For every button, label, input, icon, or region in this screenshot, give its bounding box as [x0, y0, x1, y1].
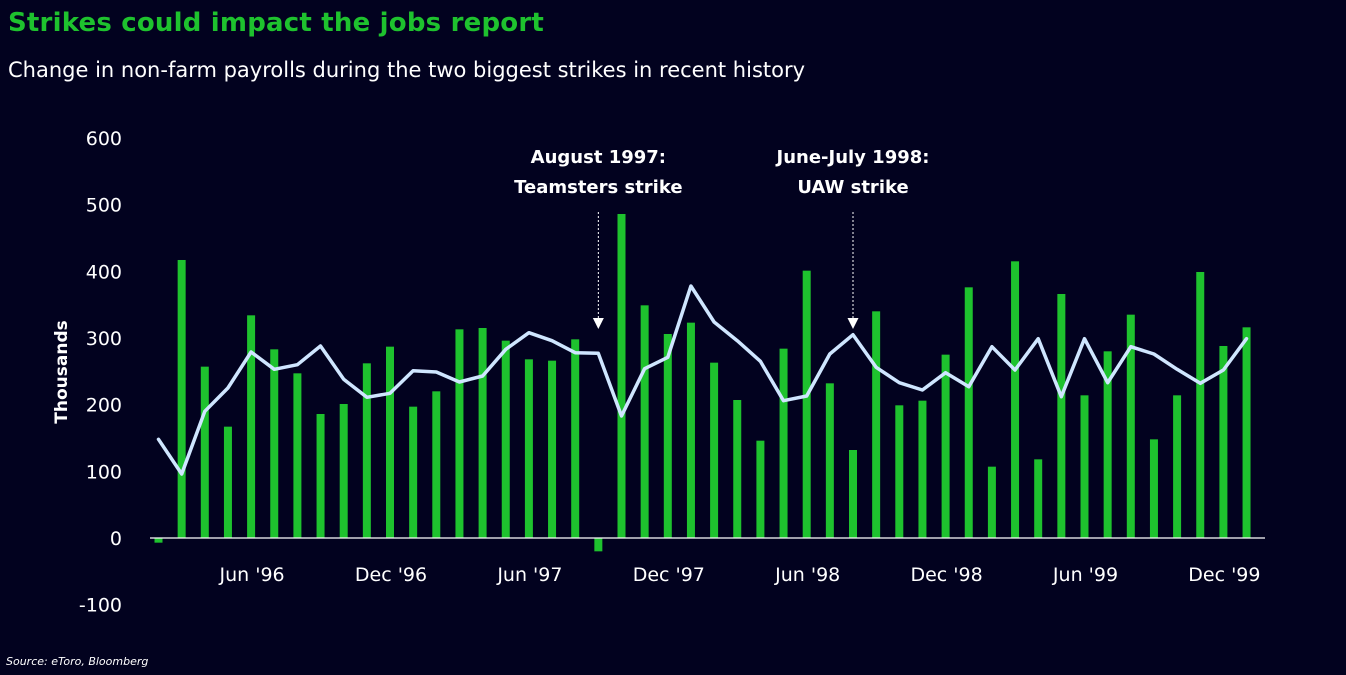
bar — [1219, 345, 1228, 538]
bar — [548, 360, 557, 538]
annotation-arrowhead — [592, 318, 604, 329]
bar — [247, 315, 256, 538]
y-tick-label: 100 — [86, 461, 122, 483]
annotation-subtitle: Teamsters strike — [514, 177, 682, 198]
bar — [478, 327, 487, 538]
y-tick-label: 0 — [110, 528, 122, 550]
y-tick-label: 300 — [86, 328, 122, 350]
chart-subtitle: Change in non-farm payrolls during the t… — [8, 58, 806, 82]
bar — [825, 383, 834, 538]
bar — [386, 346, 394, 538]
bar — [779, 348, 788, 538]
bar — [1057, 293, 1066, 538]
bar — [223, 426, 232, 538]
bar — [964, 287, 973, 538]
bar — [409, 406, 418, 538]
bar — [918, 400, 927, 538]
x-tick-label: Dec '98 — [910, 564, 982, 586]
x-tick-label: Jun '97 — [496, 564, 562, 586]
bar — [154, 538, 163, 543]
bar — [1242, 327, 1251, 538]
y-tick-label: 600 — [86, 128, 122, 150]
bar — [686, 322, 695, 538]
bar — [316, 413, 325, 538]
line-series — [156, 284, 1249, 476]
annotation-title: June-July 1998: — [775, 147, 930, 168]
y-tick-label: 400 — [86, 261, 122, 283]
x-axis-ticks: Jun '96 Dec '96 Jun '97 Dec '97 Jun '98 Dec '… — [219, 564, 1261, 586]
series-line — [156, 284, 1249, 476]
chart-title: Strikes could impact the jobs report — [8, 8, 544, 38]
bar-series — [154, 213, 1251, 552]
bar — [872, 311, 881, 538]
bar — [200, 366, 209, 538]
bar — [432, 391, 441, 538]
bar — [339, 403, 348, 538]
bar — [941, 354, 950, 538]
bar — [1034, 459, 1043, 538]
bar — [987, 466, 996, 538]
bar — [270, 349, 279, 538]
bar — [362, 363, 371, 538]
y-tick-label: -100 — [79, 595, 122, 617]
bar — [733, 399, 742, 538]
bar — [1080, 395, 1089, 538]
bar — [1103, 351, 1112, 538]
y-axis-ticks: -100 0 100 200 300 400 500 600 — [79, 128, 122, 617]
bar — [455, 329, 464, 538]
bar — [1011, 261, 1020, 538]
bar — [1149, 439, 1158, 538]
y-tick-label: 200 — [86, 395, 122, 417]
bar — [710, 362, 719, 538]
x-tick-label: Jun '99 — [1052, 564, 1118, 586]
bar — [177, 259, 186, 538]
annotation-title: August 1997: — [531, 147, 666, 168]
source-note: Source: eToro, Bloomberg — [6, 655, 149, 668]
x-tick-label: Jun '96 — [219, 564, 285, 586]
bar — [640, 305, 649, 538]
x-tick-label: Jun '98 — [774, 564, 840, 586]
y-axis-label: Thousands — [52, 320, 72, 423]
bar — [849, 449, 857, 538]
x-tick-label: Dec '99 — [1188, 564, 1260, 586]
bar — [524, 359, 533, 538]
x-tick-label: Dec '97 — [633, 564, 705, 586]
annotations: August 1997: Teamsters strike June-July 19… — [514, 147, 929, 329]
bar — [802, 270, 811, 538]
annotation-subtitle: UAW strike — [797, 177, 908, 198]
bar — [571, 339, 580, 538]
bar — [1126, 314, 1135, 538]
bar — [617, 213, 626, 538]
bar — [501, 340, 510, 538]
y-tick-label: 500 — [86, 195, 122, 217]
bar — [1173, 395, 1182, 538]
bar — [756, 440, 765, 538]
annotation-arrowhead — [847, 318, 859, 329]
bar — [1196, 271, 1205, 538]
x-tick-label: Dec '96 — [355, 564, 427, 586]
bar — [663, 333, 672, 538]
bar — [293, 373, 302, 538]
bar — [895, 405, 904, 538]
bar — [594, 538, 603, 552]
